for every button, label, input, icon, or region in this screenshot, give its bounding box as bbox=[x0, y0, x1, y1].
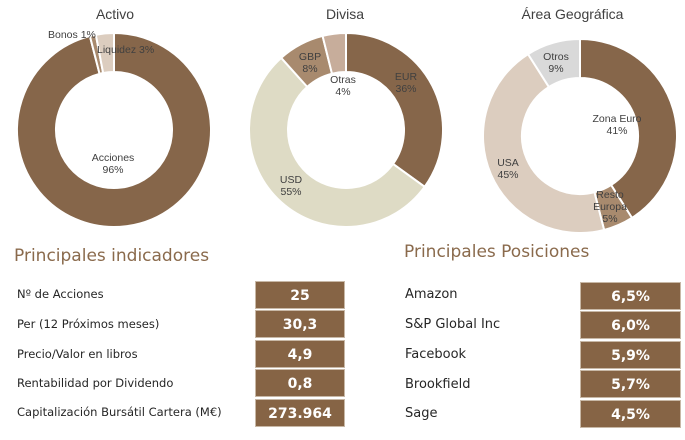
label-resto-line1: Resto bbox=[596, 189, 624, 201]
label-usd-name: USD bbox=[279, 174, 303, 186]
label-gbp: GBP 8% bbox=[295, 51, 325, 75]
indicator-label: Nº de Acciones bbox=[17, 287, 104, 301]
label-acciones-pct: 96% bbox=[102, 164, 124, 176]
label-zona-euro-pct: 41% bbox=[606, 125, 628, 137]
position-label: Facebook bbox=[405, 347, 467, 362]
donut-slice bbox=[526, 37, 581, 89]
label-usa-pct: 45% bbox=[497, 169, 519, 181]
label-bonos: Bonos 1% bbox=[48, 29, 96, 41]
donut-slice bbox=[94, 31, 115, 75]
label-usd: USD 55% bbox=[276, 174, 306, 198]
indicator-label: Rentabilidad por Dividendo bbox=[17, 376, 174, 390]
position-label: S&P Global Inc bbox=[405, 317, 501, 332]
donut-area bbox=[482, 37, 678, 232]
section-title-posiciones: Principales Posiciones bbox=[404, 242, 590, 262]
position-label: Amazon bbox=[405, 287, 458, 302]
chart-title-activo: Activo bbox=[95, 6, 135, 22]
donut-slice bbox=[16, 31, 212, 228]
indicator-value: 30,3 bbox=[255, 310, 345, 338]
indicator-label: Per (12 Próximos meses) bbox=[17, 317, 160, 331]
label-otras-pct: 4% bbox=[335, 86, 351, 98]
donut-slice bbox=[345, 31, 444, 189]
indicator-value: 0,8 bbox=[255, 369, 345, 397]
donut-slice bbox=[579, 37, 678, 220]
label-zona-euro: Zona Euro 41% bbox=[585, 113, 649, 137]
chart-activo: Activo Bonos 1% Liquidez 3% Acciones 96% bbox=[0, 0, 230, 232]
label-otros: Otros 9% bbox=[539, 51, 573, 75]
label-eur-pct: 36% bbox=[395, 83, 417, 95]
donut-slice bbox=[321, 31, 347, 75]
label-eur-name: EUR bbox=[394, 71, 418, 83]
indicator-value: 25 bbox=[255, 281, 345, 309]
label-gbp-pct: 8% bbox=[302, 63, 318, 75]
chart-title-divisa: Divisa bbox=[325, 6, 365, 22]
label-resto-line2: Europa bbox=[593, 201, 627, 213]
label-usa: USA 45% bbox=[493, 157, 523, 181]
position-value: 6,5% bbox=[580, 282, 681, 310]
label-eur: EUR 36% bbox=[388, 71, 424, 95]
donut-divisa bbox=[248, 31, 444, 228]
label-otros-name: Otros bbox=[543, 51, 569, 63]
indicator-value: 273.964 bbox=[255, 399, 345, 427]
position-value: 5,9% bbox=[580, 341, 681, 369]
label-otros-pct: 9% bbox=[548, 63, 564, 75]
label-usd-pct: 55% bbox=[280, 186, 302, 198]
label-resto-europa: Resto Europa 5% bbox=[590, 189, 630, 225]
position-label: Brookfield bbox=[405, 377, 471, 392]
donut-slice bbox=[248, 56, 427, 228]
label-usa-name: USA bbox=[497, 157, 519, 169]
chart-title-area: Área Geográfica bbox=[521, 6, 624, 22]
donut-slice bbox=[482, 52, 606, 232]
label-acciones-name: Acciones bbox=[91, 152, 135, 164]
label-otras-name: Otras bbox=[330, 74, 356, 86]
position-value: 5,7% bbox=[580, 370, 681, 398]
label-gbp-name: GBP bbox=[298, 51, 322, 63]
label-liquidez: Liquidez 3% bbox=[97, 44, 155, 56]
indicator-value: 4,9 bbox=[255, 340, 345, 368]
chart-area-geografica: Área Geográfica Zona Euro 41% Resto Euro… bbox=[460, 0, 685, 232]
position-value: 4,5% bbox=[580, 400, 681, 428]
position-value: 6,0% bbox=[580, 311, 681, 339]
label-acciones: Acciones 96% bbox=[80, 152, 146, 176]
chart-divisa: Divisa EUR 36% USD 55% GBP 8% Otras 4% bbox=[230, 0, 460, 232]
label-zona-euro-name: Zona Euro bbox=[592, 113, 642, 125]
indicator-label: Precio/Valor en libros bbox=[17, 347, 138, 361]
donut-activo bbox=[16, 31, 212, 228]
indicator-label: Capitalización Bursátil Cartera (M€) bbox=[17, 405, 222, 419]
label-resto-pct: 5% bbox=[602, 213, 618, 225]
label-otras: Otras 4% bbox=[326, 74, 360, 98]
position-label: Sage bbox=[405, 406, 438, 421]
section-title-indicadores: Principales indicadores bbox=[14, 246, 210, 266]
